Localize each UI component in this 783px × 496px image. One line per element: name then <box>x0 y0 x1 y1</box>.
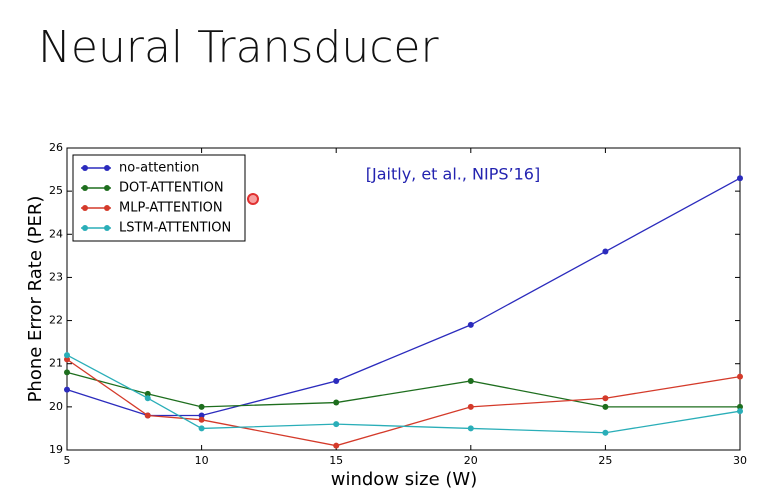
series-line <box>66 358 741 447</box>
data-point <box>333 399 340 406</box>
data-point <box>602 429 609 436</box>
data-point <box>198 403 205 410</box>
data-point <box>198 416 205 423</box>
data-point <box>64 386 70 393</box>
cursor-pointer <box>247 193 259 205</box>
y-tick-label: 25 <box>49 184 63 197</box>
y-axis-label: Phone Error Rate (PER) <box>25 196 46 403</box>
y-tick-label: 19 <box>49 443 63 456</box>
legend-label: MLP-ATTENTION <box>119 201 223 216</box>
data-point <box>467 403 474 410</box>
data-point <box>198 425 205 432</box>
legend-marker <box>82 185 88 191</box>
legend-label: LSTM-ATTENTION <box>119 221 231 236</box>
slide-title: Neural Transducer <box>38 22 439 73</box>
data-point <box>144 390 151 397</box>
data-point <box>144 395 151 402</box>
plot: 19 20 21 22 23 24 25 26 5 10 15 20 25 30 no-attention D… <box>49 141 747 467</box>
x-tick-label: 20 <box>464 454 478 467</box>
legend-marker <box>82 225 88 231</box>
data-point <box>333 377 340 384</box>
annotation: [Jaitly, et al., NIPS’16] <box>366 165 540 184</box>
y-tick-label: 22 <box>49 314 63 327</box>
legend-label: DOT-ATTENTION <box>119 181 224 196</box>
data-point <box>467 377 474 384</box>
legend-label: no-attention <box>119 161 199 176</box>
data-point <box>144 412 151 419</box>
data-point <box>737 408 743 415</box>
data-point <box>602 248 609 255</box>
legend-marker <box>104 165 110 171</box>
data-point <box>737 175 743 182</box>
legend-marker <box>104 205 110 211</box>
data-point <box>198 412 205 419</box>
data-point <box>64 356 70 363</box>
series-line <box>66 371 740 408</box>
y-tick-label: 21 <box>49 357 63 370</box>
y-tick-label: 24 <box>49 227 63 240</box>
y-tick-label: 26 <box>49 141 63 154</box>
data-point <box>737 373 743 380</box>
data-point <box>467 425 474 432</box>
data-point <box>333 442 340 449</box>
legend-marker <box>82 205 88 211</box>
x-tick-label: 30 <box>733 454 747 467</box>
data-point <box>737 403 743 410</box>
data-point <box>64 369 70 376</box>
data-point <box>64 352 70 359</box>
y-tick-label: 20 <box>49 400 63 413</box>
x-tick-label: 25 <box>598 454 612 467</box>
x-axis-label: window size (W) <box>331 469 477 490</box>
x-tick-label: 15 <box>329 454 343 467</box>
legend-marker <box>82 165 88 171</box>
y-tick-label: 23 <box>49 270 63 283</box>
legend-marker <box>104 185 110 191</box>
series-line <box>66 354 741 434</box>
data-point <box>602 395 609 402</box>
plot-frame <box>66 147 741 451</box>
legend-marker <box>104 225 110 231</box>
data-point <box>602 403 609 410</box>
x-tick-label: 5 <box>64 454 71 467</box>
legend-frame <box>72 154 246 242</box>
data-point <box>467 321 474 328</box>
x-tick-label: 10 <box>195 454 209 467</box>
data-point <box>333 421 340 428</box>
